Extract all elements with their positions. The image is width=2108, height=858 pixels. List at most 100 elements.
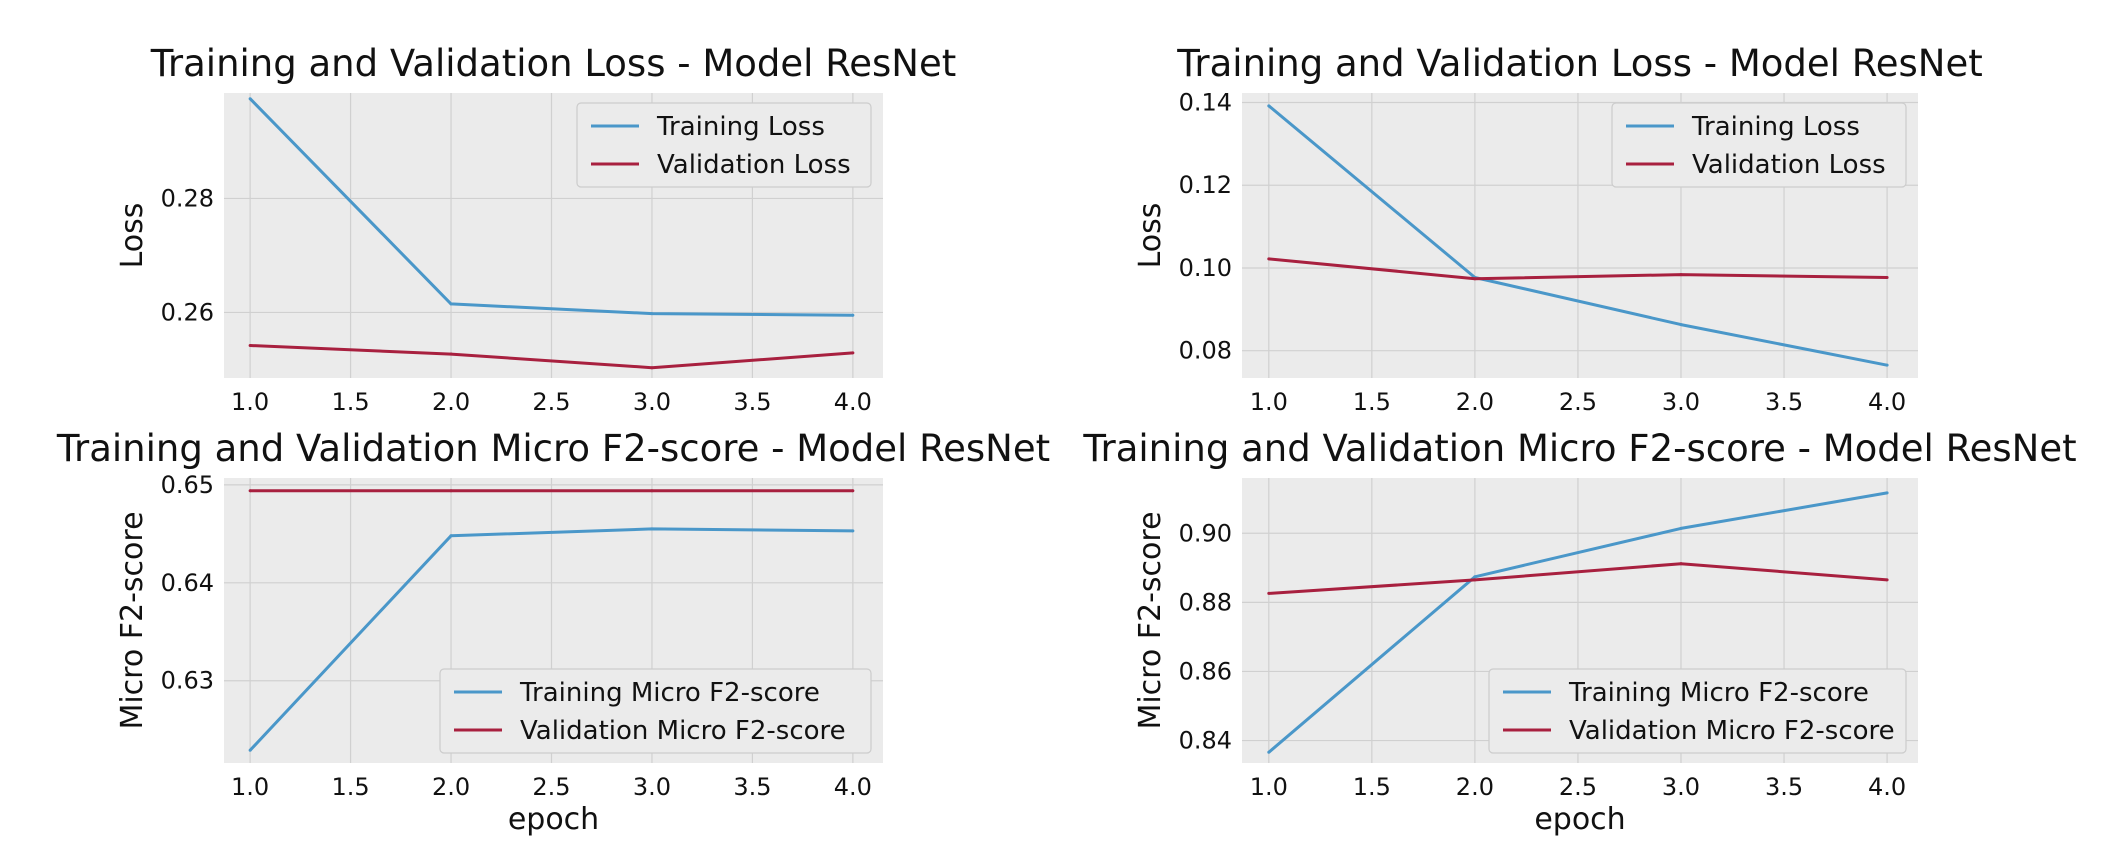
chart-panel-4: 1.0 1.5 2.0 2.5 3.0 3.5 4.0 0.84 0.86 0.88 0.90 Tra… bbox=[1082, 427, 2076, 837]
x-tick-label: 4.0 bbox=[1868, 388, 1906, 416]
y-tick-label: 0.26 bbox=[161, 298, 214, 326]
data-point bbox=[449, 534, 453, 538]
x-axis-label: epoch bbox=[508, 802, 599, 837]
x-tick-label: 3.5 bbox=[733, 388, 771, 416]
y-tick-label: 0.88 bbox=[1179, 588, 1232, 616]
x-tick-label: 1.0 bbox=[1250, 773, 1288, 801]
y-tick-label: 0.14 bbox=[1179, 89, 1232, 117]
data-point bbox=[851, 489, 855, 493]
series-line-validation bbox=[1268, 257, 1888, 281]
legend-label: Validation Micro F2-score bbox=[1569, 716, 1895, 746]
x-tick-label: 1.5 bbox=[331, 773, 369, 801]
legend: Training Micro F2-score Validation Micro … bbox=[1488, 668, 1907, 754]
x-tick-label: 2.5 bbox=[1559, 388, 1597, 416]
data-point bbox=[1267, 104, 1271, 108]
y-tick-label: 0.90 bbox=[1179, 519, 1232, 547]
x-tick-label: 4.0 bbox=[834, 773, 872, 801]
data-point bbox=[1267, 750, 1271, 754]
data-point bbox=[851, 529, 855, 533]
y-tick-label: 0.08 bbox=[1179, 337, 1232, 365]
legend-frame bbox=[1488, 668, 1907, 754]
x-tick-label: 2.5 bbox=[1559, 773, 1597, 801]
legend-label: Validation Loss bbox=[1692, 150, 1886, 180]
series-line-validation bbox=[250, 344, 854, 370]
data-point bbox=[449, 489, 453, 493]
chart-panel-3: 1.0 1.5 2.0 2.5 3.0 3.5 4.00.630.640.65Trainin… bbox=[56, 427, 1050, 837]
series-line-training bbox=[1267, 104, 1888, 367]
legend: Training Loss Validation Loss bbox=[1611, 102, 1907, 188]
x-tick-label: 2.0 bbox=[432, 388, 470, 416]
legend-label: Training Micro F2-score bbox=[519, 678, 820, 708]
x-tick-label: 3.0 bbox=[1662, 388, 1700, 416]
series-line-training bbox=[249, 97, 853, 317]
x-tick-label: 3.5 bbox=[733, 773, 771, 801]
data-point bbox=[1885, 363, 1889, 367]
data-point bbox=[1267, 257, 1271, 261]
x-tick-label: 1.5 bbox=[331, 388, 369, 416]
data-point bbox=[1885, 275, 1889, 279]
x-tick-label: 1.5 bbox=[1353, 773, 1391, 801]
y-axis-label: Loss bbox=[115, 203, 150, 269]
data-point bbox=[1267, 591, 1271, 595]
data-point bbox=[1679, 273, 1683, 277]
x-tick-label: 3.0 bbox=[1662, 773, 1700, 801]
data-point bbox=[248, 344, 252, 348]
data-point bbox=[1679, 323, 1683, 327]
data-point bbox=[1679, 562, 1683, 566]
legend-frame bbox=[439, 668, 872, 754]
chart-panel-2: 1.0 1.5 2.0 2.5 3.0 3.5 4.0 0.08 0.10 0.12 0.14 Tra… bbox=[1133, 42, 1983, 416]
data-point bbox=[1473, 575, 1477, 579]
data-point bbox=[1885, 491, 1889, 495]
data-point bbox=[248, 489, 252, 493]
series-line-validation bbox=[1268, 562, 1888, 595]
chart-panel-1: 1.0 1.5 2.0 2.5 3.0 3.5 4.0 0.26 0.28 Training an… bbox=[115, 42, 956, 416]
data-point bbox=[248, 748, 252, 752]
x-axis-label: epoch bbox=[1534, 802, 1625, 837]
data-point bbox=[1679, 526, 1683, 530]
x-tick-label: 3.0 bbox=[633, 773, 671, 801]
data-point bbox=[851, 351, 855, 355]
chart-title: Training and Validation Loss - Model Res… bbox=[150, 42, 957, 85]
y-tick-label: 0.65 bbox=[161, 471, 214, 499]
data-point bbox=[650, 489, 654, 493]
data-point bbox=[650, 366, 654, 370]
legend-frame bbox=[1611, 102, 1907, 188]
y-axis-label: Loss bbox=[1133, 203, 1168, 269]
data-point bbox=[248, 97, 252, 101]
x-tick-label: 3.5 bbox=[1765, 388, 1803, 416]
y-tick-label: 0.12 bbox=[1179, 171, 1232, 199]
x-tick-label: 4.0 bbox=[1868, 773, 1906, 801]
x-tick-label: 1.0 bbox=[231, 773, 269, 801]
y-tick-label: 0.10 bbox=[1179, 254, 1232, 282]
data-point bbox=[650, 527, 654, 531]
x-tick-label: 2.5 bbox=[532, 388, 570, 416]
x-tick-label: 1.0 bbox=[231, 388, 269, 416]
data-point bbox=[1473, 578, 1477, 582]
y-tick-label: 0.84 bbox=[1179, 727, 1232, 755]
legend: Training Loss Validation Loss bbox=[576, 102, 872, 188]
y-tick-label: 0.28 bbox=[161, 184, 214, 212]
data-point bbox=[449, 352, 453, 356]
x-tick-label: 1.0 bbox=[1250, 388, 1288, 416]
x-tick-label: 2.0 bbox=[1456, 388, 1494, 416]
legend: Training Micro F2-score Validation Micro … bbox=[439, 668, 872, 754]
legend-label: Validation Loss bbox=[657, 150, 851, 180]
data-point bbox=[1885, 578, 1889, 582]
x-tick-label: 2.0 bbox=[1456, 773, 1494, 801]
x-tick-label: 2.5 bbox=[532, 773, 570, 801]
data-point bbox=[1473, 277, 1477, 281]
y-tick-label: 0.63 bbox=[161, 667, 214, 695]
chart-title: Training and Validation Loss - Model Res… bbox=[1176, 42, 1983, 85]
data-point bbox=[650, 312, 654, 316]
y-axis-label: Micro F2-score bbox=[1133, 511, 1168, 729]
chart-title: Training and Validation Micro F2-score -… bbox=[56, 427, 1050, 470]
data-point bbox=[449, 302, 453, 306]
x-tick-label: 3.5 bbox=[1765, 773, 1803, 801]
x-tick-label: 4.0 bbox=[834, 388, 872, 416]
legend-label: Training Loss bbox=[1691, 112, 1860, 142]
legend-label: Training Loss bbox=[656, 112, 825, 142]
series-line-training bbox=[249, 527, 853, 752]
legend-label: Training Micro F2-score bbox=[1568, 678, 1869, 708]
legend-label: Validation Micro F2-score bbox=[520, 716, 846, 746]
